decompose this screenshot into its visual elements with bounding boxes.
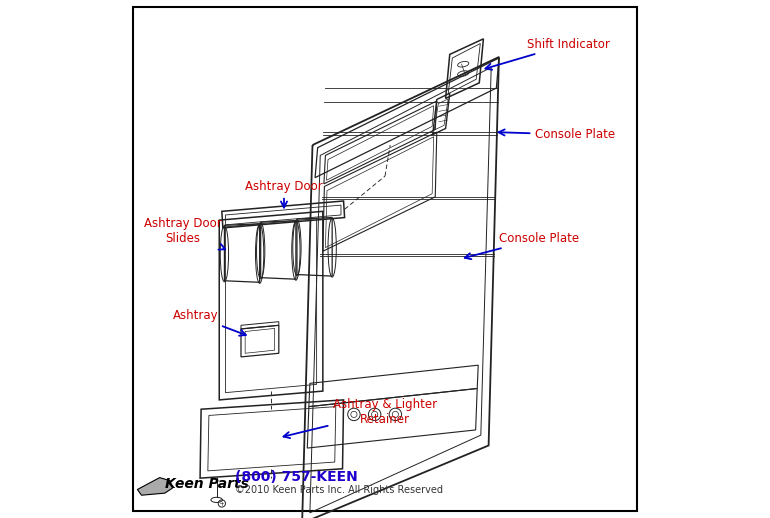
- Polygon shape: [137, 478, 172, 495]
- Text: Ashtray Door: Ashtray Door: [245, 180, 323, 208]
- Text: Shift Indicator: Shift Indicator: [485, 37, 611, 70]
- Text: Keen Parts: Keen Parts: [165, 477, 249, 492]
- Text: Ashtray: Ashtray: [172, 309, 246, 336]
- Text: Console Plate: Console Plate: [465, 232, 579, 259]
- Text: Ashtray Door
Slides: Ashtray Door Slides: [144, 217, 225, 250]
- Text: (800) 757-KEEN: (800) 757-KEEN: [235, 470, 357, 484]
- Text: Console Plate: Console Plate: [498, 128, 615, 141]
- Text: ©2010 Keen Parts Inc. All Rights Reserved: ©2010 Keen Parts Inc. All Rights Reserve…: [235, 485, 443, 495]
- Text: Ashtray & Lighter
Retainer: Ashtray & Lighter Retainer: [283, 398, 437, 438]
